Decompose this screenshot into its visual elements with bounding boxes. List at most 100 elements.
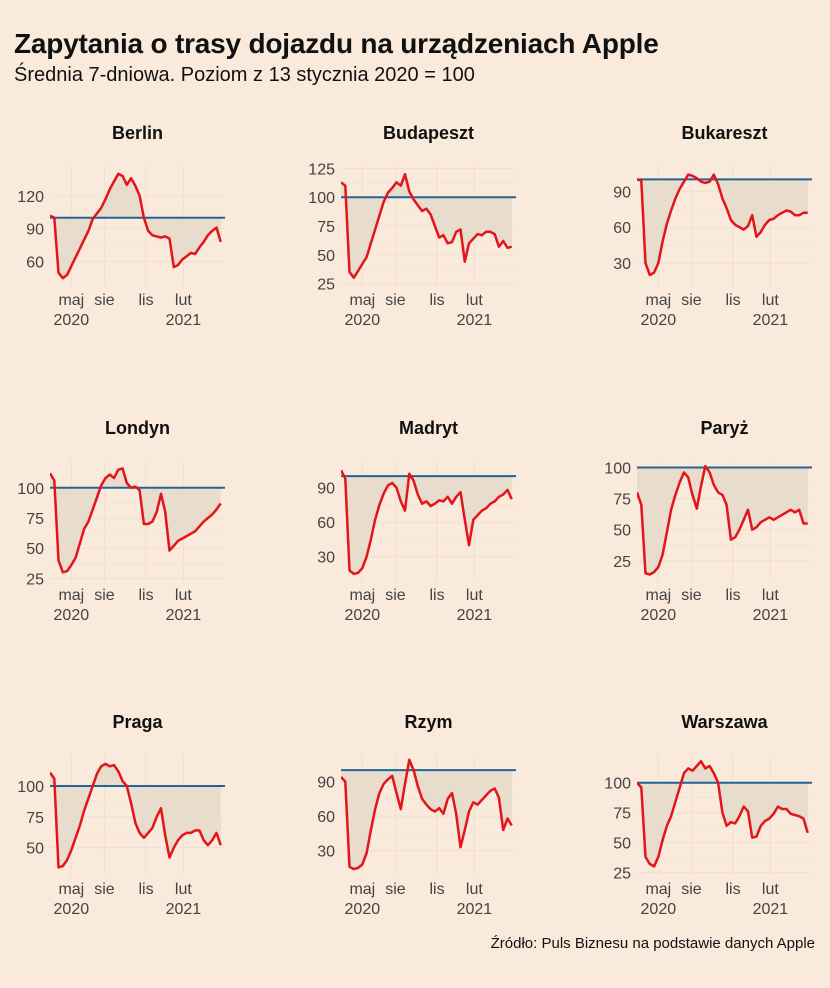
x-tick-label: lut (175, 881, 192, 898)
y-tick-label: 50 (613, 836, 631, 853)
y-tick-label: 25 (613, 554, 631, 571)
y-tick-label: 30 (613, 256, 631, 273)
y-tick-label: 100 (604, 460, 631, 477)
x-tick-label: lis (429, 881, 444, 898)
panel-title: Paryż (700, 418, 748, 438)
x-tick-year-label: 2021 (166, 901, 202, 918)
chart-title: Zapytania o trasy dojazdu na urządzeniac… (14, 28, 659, 59)
x-tick-label: maj (645, 881, 671, 898)
x-tick-label: sie (385, 292, 406, 309)
y-tick-label: 60 (317, 809, 335, 826)
x-tick-label: lis (725, 587, 740, 604)
x-tick-label: lut (175, 292, 192, 309)
area-fill (341, 470, 512, 574)
x-tick-label: sie (681, 292, 702, 309)
x-tick-year-label: 2021 (166, 312, 202, 329)
y-tick-label: 30 (317, 844, 335, 861)
x-tick-label: lis (429, 587, 444, 604)
x-tick-label: sie (385, 881, 406, 898)
y-tick-label: 75 (26, 511, 44, 528)
x-tick-year-label: 2020 (345, 312, 381, 329)
x-tick-label: lut (175, 587, 192, 604)
x-tick-label: lis (725, 292, 740, 309)
x-tick-year-label: 2020 (54, 901, 90, 918)
x-tick-year-label: 2021 (753, 312, 789, 329)
area-fill (637, 174, 808, 275)
area-fill (50, 763, 221, 868)
x-tick-label: lut (466, 587, 483, 604)
y-tick-label: 50 (26, 841, 44, 858)
y-tick-label: 50 (613, 523, 631, 540)
x-tick-label: lis (138, 587, 153, 604)
panel-title: Budapeszt (383, 123, 474, 143)
y-tick-label: 50 (26, 541, 44, 558)
panel-title: Praga (112, 712, 163, 732)
x-tick-year-label: 2020 (54, 312, 90, 329)
x-tick-label: lis (725, 881, 740, 898)
x-tick-label: maj (58, 587, 84, 604)
x-tick-label: sie (94, 881, 115, 898)
area-fill (50, 468, 221, 573)
x-tick-year-label: 2021 (457, 901, 493, 918)
x-tick-label: sie (681, 587, 702, 604)
x-tick-label: lut (466, 881, 483, 898)
y-tick-label: 25 (26, 571, 44, 588)
y-tick-label: 75 (613, 806, 631, 823)
x-tick-year-label: 2020 (345, 901, 381, 918)
y-tick-label: 90 (613, 184, 631, 201)
y-tick-label: 30 (317, 550, 335, 567)
y-tick-label: 60 (317, 515, 335, 532)
x-tick-label: maj (349, 587, 375, 604)
source-note: Źródło: Puls Biznesu na podstawie danych… (490, 935, 815, 952)
y-tick-label: 60 (26, 255, 44, 272)
y-tick-label: 100 (17, 779, 44, 796)
y-tick-label: 125 (308, 161, 335, 178)
chart-subtitle: Średnia 7-dniowa. Poziom z 13 stycznia 2… (14, 64, 475, 86)
y-tick-label: 25 (317, 277, 335, 294)
x-tick-year-label: 2020 (641, 312, 677, 329)
y-tick-label: 90 (317, 775, 335, 792)
panel-title: Bukareszt (681, 123, 767, 143)
x-tick-label: sie (94, 587, 115, 604)
x-tick-label: sie (681, 881, 702, 898)
y-tick-label: 120 (17, 189, 44, 206)
x-tick-label: sie (385, 587, 406, 604)
y-tick-label: 90 (317, 481, 335, 498)
x-tick-label: maj (58, 881, 84, 898)
x-tick-year-label: 2020 (345, 607, 381, 624)
x-tick-label: lut (762, 881, 779, 898)
x-tick-year-label: 2021 (753, 607, 789, 624)
x-tick-year-label: 2021 (457, 312, 493, 329)
x-tick-label: maj (349, 292, 375, 309)
x-tick-label: sie (94, 292, 115, 309)
x-tick-label: maj (349, 881, 375, 898)
y-tick-label: 25 (613, 865, 631, 882)
x-tick-year-label: 2020 (641, 607, 677, 624)
area-fill (637, 466, 808, 575)
y-tick-label: 100 (604, 776, 631, 793)
y-tick-label: 100 (308, 190, 335, 207)
x-tick-year-label: 2021 (166, 607, 202, 624)
panel-title: Rzym (404, 712, 452, 732)
x-tick-year-label: 2020 (641, 901, 677, 918)
y-tick-label: 50 (317, 248, 335, 265)
x-tick-label: lis (429, 292, 444, 309)
panel-title: Warszawa (681, 712, 768, 732)
x-tick-year-label: 2021 (753, 901, 789, 918)
panel-title: Madryt (399, 418, 458, 438)
y-tick-label: 75 (613, 492, 631, 509)
y-tick-label: 100 (17, 481, 44, 498)
x-tick-label: maj (645, 292, 671, 309)
x-tick-label: maj (645, 587, 671, 604)
y-tick-label: 75 (26, 810, 44, 827)
panel-title: Londyn (105, 418, 170, 438)
